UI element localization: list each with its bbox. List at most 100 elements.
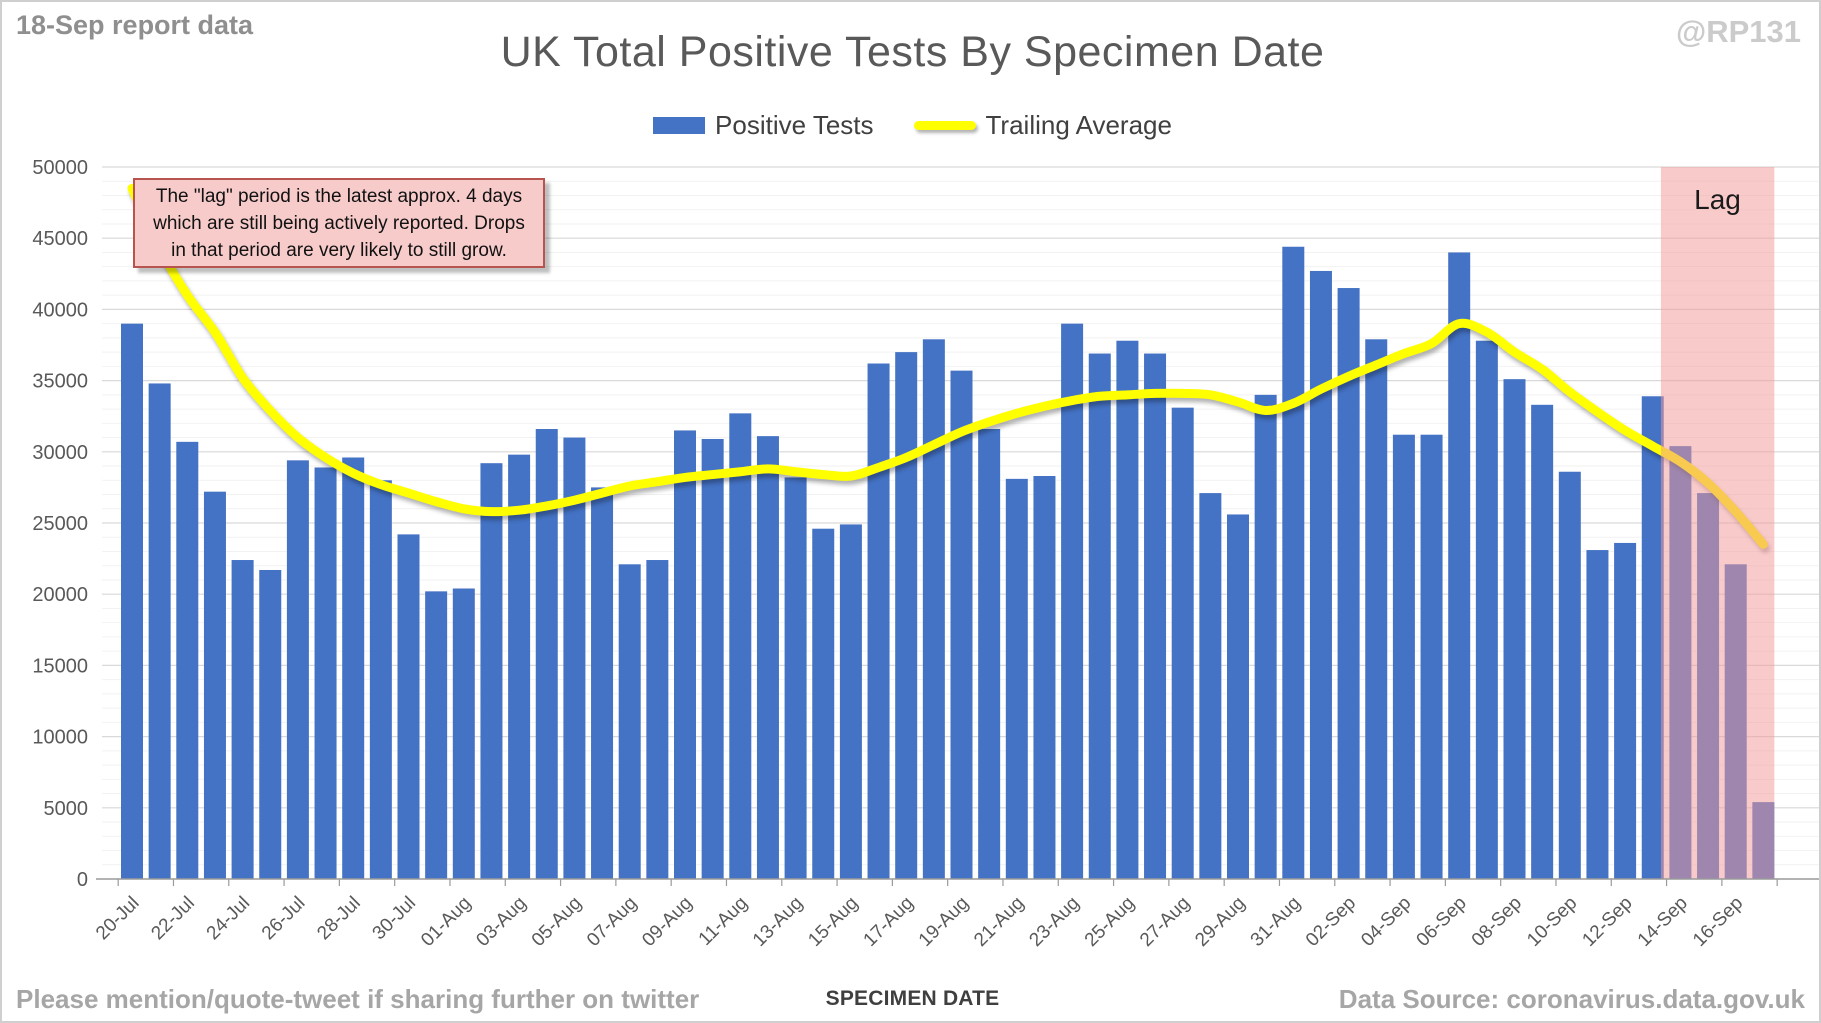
y-tick-label: 40000	[32, 299, 88, 321]
x-tick-label: 19-Aug	[915, 893, 973, 951]
annotation-line: in that period are very likely to still …	[171, 239, 507, 261]
x-tick-label: 29-Aug	[1191, 893, 1249, 951]
bar-positive-tests	[895, 352, 918, 879]
y-tick-label: 20000	[32, 584, 88, 606]
bar-positive-tests	[922, 339, 945, 880]
legend-label: Positive Tests	[715, 110, 874, 140]
chart-title: UK Total Positive Tests By Specimen Date	[500, 28, 1325, 76]
bar-positive-tests	[259, 569, 282, 879]
bar-positive-tests	[176, 441, 199, 879]
x-tick-label: 08-Sep	[1468, 893, 1526, 951]
y-tick-label: 30000	[32, 442, 88, 464]
data-source-note: Data Source: coronavirus.data.gov.uk	[1338, 984, 1805, 1014]
x-axis-title: SPECIMEN DATE	[825, 987, 1000, 1010]
bar-positive-tests	[231, 560, 254, 879]
bar-positive-tests	[1199, 493, 1222, 879]
bar-positive-tests	[839, 524, 862, 879]
x-tick-label: 02-Sep	[1302, 893, 1360, 951]
bar-positive-tests	[1641, 396, 1664, 879]
x-tick-label: 10-Sep	[1523, 893, 1581, 951]
bar-positive-tests	[314, 467, 337, 879]
y-tick-label: 35000	[32, 371, 88, 393]
share-request-note: Please mention/quote-tweet if sharing fu…	[16, 984, 700, 1014]
bar-positive-tests	[674, 430, 696, 879]
bar-positive-tests	[1558, 471, 1581, 879]
bar-positive-tests	[1503, 379, 1526, 879]
x-tick-label: 27-Aug	[1136, 893, 1194, 951]
trailing-average-line	[127, 183, 1768, 549]
bar-positive-tests	[1448, 252, 1471, 879]
x-tick-label: 31-Aug	[1247, 893, 1305, 951]
legend-label: Trailing Average	[985, 110, 1172, 140]
bar-positive-tests	[1061, 323, 1084, 879]
bar-positive-tests	[508, 454, 531, 879]
bar-positive-tests	[1392, 434, 1415, 879]
bar-positive-tests	[1420, 434, 1443, 879]
bar-positive-tests	[1614, 542, 1637, 879]
bar-positive-tests	[563, 437, 586, 879]
report-date-note: 18-Sep report data	[16, 10, 254, 40]
bar-swatch-icon	[653, 117, 706, 134]
bar-positive-tests	[1144, 353, 1167, 879]
bar-positive-tests	[1337, 288, 1360, 879]
bar-positive-tests	[397, 534, 420, 879]
bar-positive-tests	[148, 383, 171, 879]
y-tick-label: 15000	[32, 655, 88, 677]
lag-region-label: Lag	[1694, 184, 1741, 215]
bar-positive-tests	[535, 429, 558, 879]
bar-positive-tests	[1088, 353, 1111, 879]
legend-item-positive-tests: Positive Tests	[653, 110, 874, 141]
bar-positive-tests	[756, 436, 779, 879]
bar-positive-tests	[1254, 394, 1277, 879]
x-tick-label: 03-Aug	[472, 893, 530, 951]
x-tick-label: 30-Jul	[369, 893, 420, 944]
x-tick-label: 01-Aug	[417, 893, 475, 951]
bar-positive-tests	[1282, 246, 1305, 879]
bar-positive-tests	[452, 588, 475, 879]
x-tick-label: 13-Aug	[749, 893, 807, 951]
x-tick-label: 14-Sep	[1634, 893, 1692, 951]
bar-positive-tests	[1365, 339, 1388, 880]
y-tick-label: 50000	[32, 157, 88, 179]
x-tick-label: 26-Jul	[258, 893, 309, 944]
x-tick-label: 06-Sep	[1413, 893, 1471, 951]
twitter-handle: @RP131	[1675, 14, 1801, 49]
bar-positive-tests	[286, 460, 309, 879]
annotation-line: The "lag" period is the latest approx. 4…	[155, 185, 523, 207]
bar-positive-tests	[1309, 270, 1332, 879]
bar-positive-tests	[425, 591, 448, 879]
bar-positive-tests	[784, 477, 807, 879]
bar-positive-tests	[1531, 404, 1554, 879]
bar-positive-tests	[729, 413, 752, 879]
legend-item-trailing-average: Trailing Average	[913, 110, 1172, 141]
bar-positive-tests	[1033, 476, 1056, 879]
lag-region-overlay	[1660, 167, 1775, 879]
annotation-line: which are still being actively reported.…	[153, 212, 525, 234]
x-tick-label: 07-Aug	[583, 893, 641, 951]
bar-positive-tests	[480, 463, 503, 879]
x-tick-label: 15-Aug	[804, 893, 862, 951]
x-tick-label: 05-Aug	[528, 893, 586, 951]
y-tick-label: 10000	[32, 727, 88, 749]
line-swatch-icon	[913, 121, 976, 130]
bar-positive-tests	[591, 487, 614, 879]
bar-positive-tests	[369, 480, 392, 879]
x-tick-label: 25-Aug	[1081, 893, 1139, 951]
bar-positive-tests	[1586, 550, 1609, 879]
bar-positive-tests	[203, 491, 226, 879]
y-tick-label: 5000	[44, 798, 89, 820]
bar-positive-tests	[812, 528, 835, 879]
bar-positive-tests	[978, 429, 1001, 879]
bar-positive-tests	[646, 560, 669, 879]
y-tick-label: 45000	[32, 228, 88, 250]
legend: Positive Tests Trailing Average	[2, 110, 1819, 141]
x-tick-label: 22-Jul	[147, 893, 198, 944]
bar-positive-tests	[1171, 407, 1194, 879]
x-tick-label: 20-Jul	[92, 893, 143, 944]
x-tick-label: 28-Jul	[313, 893, 364, 944]
x-tick-label: 11-Aug	[695, 893, 752, 950]
bar-positive-tests	[1005, 478, 1028, 879]
bar-positive-tests	[618, 564, 641, 879]
